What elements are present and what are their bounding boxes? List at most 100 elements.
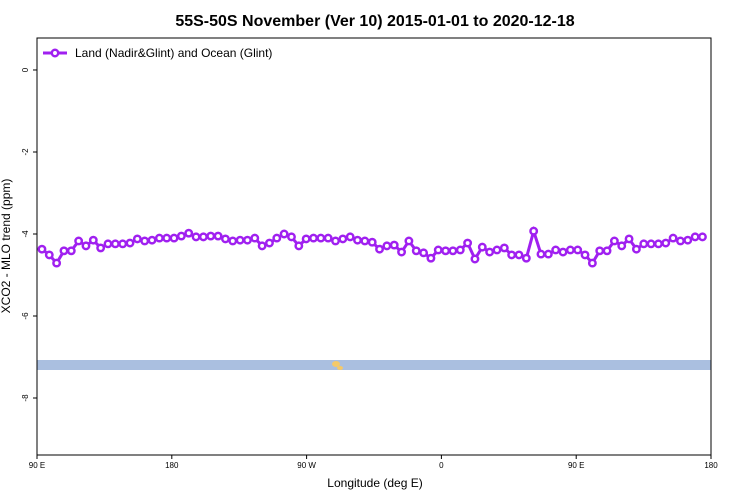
data-point xyxy=(411,246,421,256)
surface-strip xyxy=(37,360,711,370)
y-tick-label: -4 xyxy=(21,230,30,238)
data-point xyxy=(301,234,311,244)
data-point xyxy=(265,238,274,248)
data-point xyxy=(507,250,517,260)
data-point xyxy=(492,245,502,255)
data-point xyxy=(463,238,473,248)
data-point xyxy=(646,239,656,249)
data-point xyxy=(609,236,619,246)
data-point xyxy=(375,244,384,254)
data-point xyxy=(587,258,597,268)
data-point xyxy=(668,233,678,243)
data-point xyxy=(580,250,590,260)
data-point xyxy=(213,231,223,241)
data-point xyxy=(521,253,531,263)
data-point xyxy=(433,245,443,255)
data-point xyxy=(191,232,201,242)
data-point xyxy=(470,254,480,264)
data-point xyxy=(294,241,304,251)
data-point xyxy=(338,234,348,244)
data-point xyxy=(316,233,326,243)
data-point xyxy=(661,238,671,248)
data-point xyxy=(235,235,245,245)
data-point xyxy=(96,243,106,253)
data-point xyxy=(154,233,164,243)
x-tick-label: 90 W xyxy=(297,461,316,470)
data-point xyxy=(132,234,142,244)
y-axis-label: XCO2 - MLO trend (ppm) xyxy=(0,179,13,314)
data-point xyxy=(675,236,685,246)
data-point xyxy=(44,250,54,260)
y-tick-label: -8 xyxy=(21,394,30,402)
data-point xyxy=(140,236,150,246)
data-point xyxy=(279,229,289,239)
data-point xyxy=(389,240,399,250)
data-point xyxy=(485,247,495,257)
data-point xyxy=(147,235,157,245)
data-point xyxy=(602,246,612,256)
legend-label: Land (Nadir&Glint) and Ocean (Glint) xyxy=(75,46,272,60)
data-point xyxy=(66,246,76,256)
series-line xyxy=(41,225,703,266)
data-point xyxy=(565,245,575,255)
surface-strip-land xyxy=(337,366,343,370)
data-point xyxy=(382,241,392,251)
data-point xyxy=(551,245,561,255)
data-point xyxy=(125,238,135,248)
data-point xyxy=(558,247,568,257)
x-tick-label: 90 E xyxy=(568,461,584,470)
data-point xyxy=(353,235,362,245)
data-point xyxy=(536,249,546,259)
data-point xyxy=(206,231,216,241)
data-point xyxy=(220,234,230,244)
data-point xyxy=(257,241,267,251)
data-point xyxy=(198,232,208,242)
data-point xyxy=(309,233,318,243)
plot-frame xyxy=(36,37,712,456)
data-point xyxy=(118,239,128,249)
data-point xyxy=(573,245,583,255)
data-point xyxy=(397,247,407,257)
data-point xyxy=(169,233,179,243)
data-point xyxy=(624,234,634,244)
data-point xyxy=(52,258,62,268)
data-point xyxy=(88,235,98,245)
data-point xyxy=(81,241,91,251)
data-point xyxy=(455,245,465,255)
x-tick-label: 0 xyxy=(439,461,444,470)
data-point xyxy=(345,232,355,242)
data-point xyxy=(543,249,553,259)
data-point xyxy=(448,246,458,256)
data-point xyxy=(110,239,120,249)
data-point xyxy=(683,235,693,245)
data-point xyxy=(404,236,414,246)
data-point xyxy=(698,232,707,242)
data-point xyxy=(360,236,370,246)
data-point xyxy=(690,232,700,242)
x-tick-label: 180 xyxy=(704,461,718,470)
y-tick-label: 0 xyxy=(21,67,30,72)
data-point xyxy=(595,246,605,256)
data-point xyxy=(103,239,113,249)
data-point xyxy=(631,244,641,254)
data-point xyxy=(287,232,296,242)
data-point xyxy=(441,246,451,256)
data-point xyxy=(653,239,663,249)
data-point xyxy=(514,250,524,260)
data-point xyxy=(37,244,47,254)
data-point xyxy=(419,248,429,258)
data-point xyxy=(228,236,238,246)
data-point xyxy=(323,233,333,243)
data-point xyxy=(59,246,69,256)
legend-marker xyxy=(50,48,60,58)
data-point xyxy=(272,233,282,243)
y-tick-label: -6 xyxy=(21,312,30,320)
data-point xyxy=(529,226,539,236)
data-point xyxy=(250,233,260,243)
data-point xyxy=(639,239,649,249)
data-point xyxy=(617,241,627,251)
data-point xyxy=(367,237,377,247)
y-tick-label: -2 xyxy=(21,148,30,156)
data-point xyxy=(499,243,509,253)
